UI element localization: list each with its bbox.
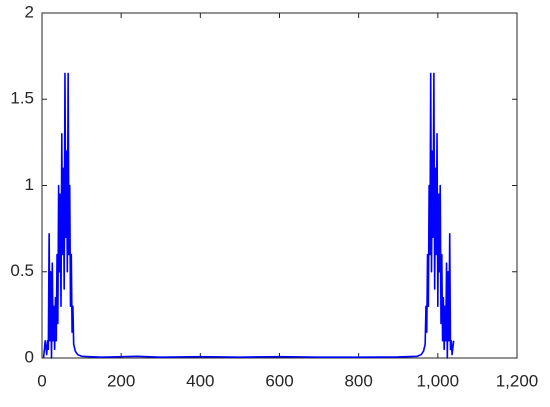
y-tick-label: 1 xyxy=(25,175,34,194)
x-tick-label: 0 xyxy=(37,371,46,390)
x-tick-label: 800 xyxy=(344,371,372,390)
x-tick-label: 200 xyxy=(107,371,135,390)
x-tick-label: 400 xyxy=(186,371,214,390)
x-tick-label: 600 xyxy=(265,371,293,390)
y-tick-label: 0 xyxy=(25,347,34,366)
y-tick-label: 1.5 xyxy=(10,89,34,108)
x-tick-label: 1,200 xyxy=(496,371,539,390)
y-tick-label: 2 xyxy=(25,2,34,21)
data-line xyxy=(42,72,455,359)
y-tick-label: 0.5 xyxy=(10,261,34,280)
x-tick-label: 1,000 xyxy=(417,371,460,390)
